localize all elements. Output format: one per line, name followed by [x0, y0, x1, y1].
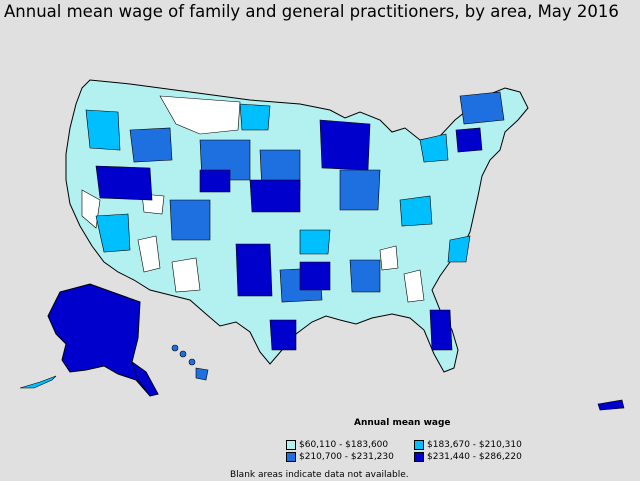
alaska	[47, 283, 159, 397]
legend-item-4: $231,440 - $286,220	[414, 452, 522, 462]
legend-swatch-4	[414, 452, 424, 462]
legend: $60,110 - $183,600 $183,670 - $210,310 $…	[286, 440, 586, 464]
legend-label-3: $210,700 - $231,230	[299, 452, 394, 462]
legend-swatch-3	[286, 452, 296, 462]
legend-label-1: $60,110 - $183,600	[299, 440, 389, 450]
map-title: Annual mean wage of family and general p…	[4, 2, 619, 21]
legend-item-3: $210,700 - $231,230	[286, 452, 394, 462]
hawaii	[171, 344, 209, 381]
legend-item-1: $60,110 - $183,600	[286, 440, 388, 450]
regions-231440-286220	[95, 119, 483, 351]
alaska-aleutians	[19, 375, 57, 389]
legend-label-4: $231,440 - $286,220	[427, 452, 522, 462]
blank-areas-note: Blank areas indicate data not available.	[230, 470, 409, 480]
legend-swatch-2	[414, 440, 424, 450]
legend-label-2: $183,670 - $210,310	[427, 440, 522, 450]
regions-183670-210310	[85, 103, 471, 263]
puerto-rico	[597, 399, 625, 411]
legend-item-2: $183,670 - $210,310	[414, 440, 522, 450]
alaska-panhandle	[131, 361, 159, 397]
legend-swatch-1	[286, 440, 296, 450]
legend-title: Annual mean wage	[354, 418, 451, 428]
blank-regions	[81, 95, 425, 303]
